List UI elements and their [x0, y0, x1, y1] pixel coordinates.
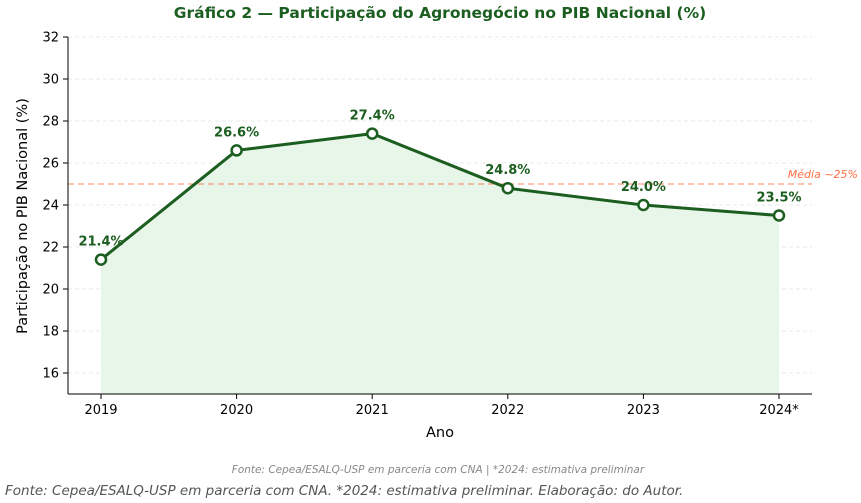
data-point: [230, 144, 243, 157]
y-tick-label: 22: [42, 241, 59, 256]
data-label: 27.4%: [350, 109, 395, 124]
chart: Gráfico 2 — Participação do Agronegócio …: [15, 4, 858, 476]
data-point: [637, 198, 650, 212]
chart-title: Gráfico 2 — Participação do Agronegócio …: [174, 4, 706, 22]
x-tick-label: 2021: [356, 403, 389, 418]
data-label: 24.0%: [621, 180, 666, 195]
y-tick-label: 24: [42, 199, 59, 214]
y-axis-label: Participação no PIB Nacional (%): [15, 98, 31, 334]
area-fill: [101, 133, 779, 394]
data-point: [94, 253, 108, 266]
data-point: [501, 181, 515, 195]
data-point: [365, 127, 379, 140]
reference-line-group: Média ~25%: [68, 168, 858, 185]
x-tick-label: 2023: [627, 403, 660, 418]
y-tick-label: 20: [42, 283, 59, 298]
y-tick-label: 16: [42, 367, 59, 382]
data-label: 23.5%: [756, 191, 801, 206]
y-tick-label: 26: [42, 157, 59, 172]
reference-line-label: Média ~25%: [788, 168, 858, 181]
y-tick-label: 28: [42, 115, 59, 130]
y-ticks: 16 18 20 22 24 26 28 30 32: [42, 31, 68, 382]
y-tick-label: 32: [42, 31, 59, 46]
series-group: 21.4% 26.6% 27.4% 24.8% 24.0% 23.5%: [78, 109, 802, 266]
data-label: 24.8%: [485, 163, 530, 178]
x-ticks: 2019 2020 2021 2022 2023 2024*: [84, 394, 799, 418]
data-label: 26.6%: [214, 125, 259, 140]
axes: [67, 37, 812, 395]
series-line: [100, 132, 780, 261]
x-tick-label: 2020: [220, 403, 253, 418]
y-tick-label: 30: [42, 73, 59, 88]
x-tick-label: 2019: [84, 403, 117, 418]
y-tick-label: 18: [42, 325, 59, 340]
data-point: [772, 209, 786, 222]
figure-caption: Fonte: Cepea/ESALQ-USP em parceria com C…: [5, 483, 684, 499]
x-tick-label: 2022: [491, 403, 524, 418]
x-tick-label: 2024*: [759, 403, 799, 418]
chart-source-note: Fonte: Cepea/ESALQ-USP em parceria com C…: [232, 464, 645, 476]
area-fill-group: [101, 133, 779, 394]
x-axis-label: Ano: [426, 425, 454, 441]
data-label: 21.4%: [78, 235, 123, 250]
